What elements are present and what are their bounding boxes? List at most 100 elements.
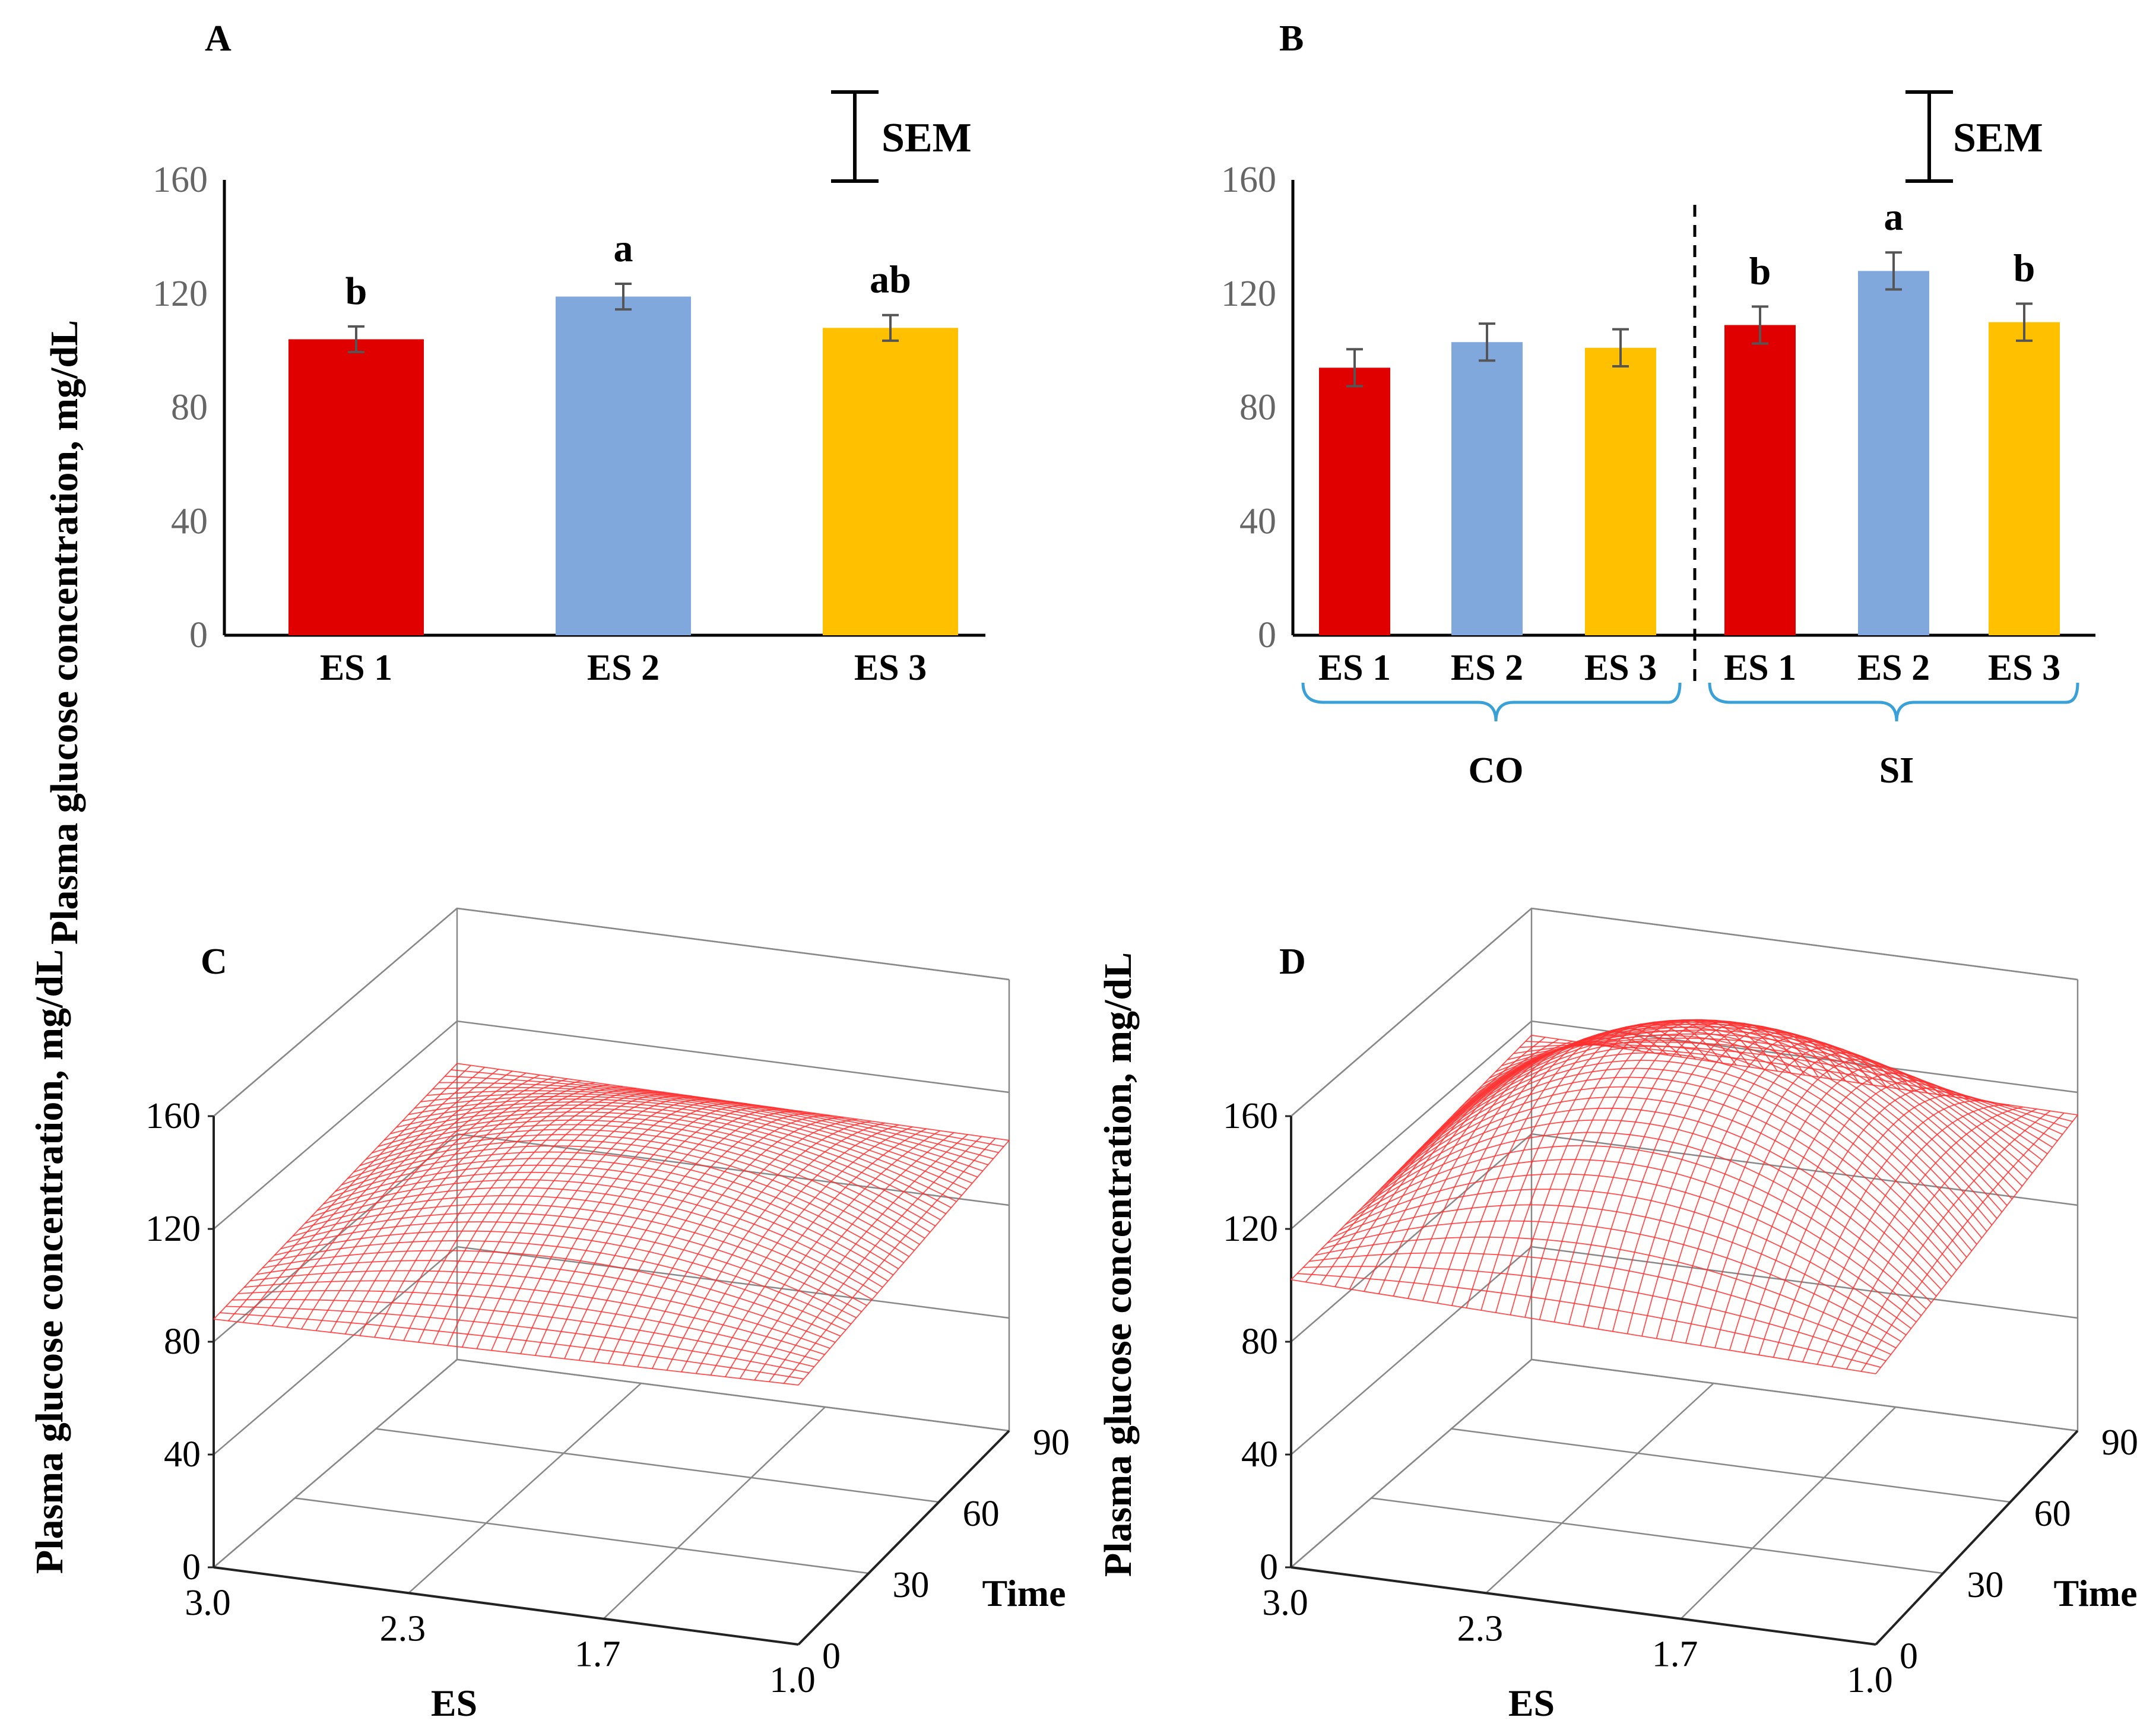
y-tick-label: 120 [1221,274,1276,314]
significance-label: b [1749,249,1771,293]
bar [1724,325,1796,635]
wall-grid-line [1291,907,2078,1117]
floor-grid-line [376,1428,939,1503]
surface-mesh-line [754,1134,968,1381]
error-bar [615,282,632,311]
floor-grid-line [603,1406,826,1620]
panel-a: A SEM 0 40 80 120 160 b a ab ES 1 ES 2 ES 3 [153,18,985,688]
surface-mesh-line [244,1280,825,1355]
surface-mesh-line [1846,1110,2051,1370]
wall-grid-line [1291,1358,2078,1568]
panel-b-label: B [1279,18,1304,59]
error-bar [1346,348,1363,388]
surface-mesh-line [1597,1025,1819,1329]
surface-mesh-line [1501,1033,2053,1148]
time-tick-label: 60 [963,1494,1000,1534]
surface-mesh-line [408,1098,968,1190]
error-bar [1752,305,1768,345]
es-tick-label: 1.7 [575,1634,621,1675]
surface-mesh-line [426,1090,983,1172]
surface-mesh-line [1364,1044,1600,1292]
surface-mesh-line [1816,1106,2024,1365]
panel-b: B SEM 0 40 80 120 160 b a b ES 1 ES 2 ES 3 ES 1 ES… [1221,18,2095,791]
surface-mesh-line [378,1115,941,1221]
significance-label: a [614,227,633,270]
category-label: ES 1 [320,648,392,688]
surface-mesh-line [1410,1045,1977,1245]
significance-label: a [1884,195,1904,239]
error-bar [1479,322,1495,362]
surface-mesh-line [299,1195,873,1300]
y-tick-label: 0 [189,615,208,655]
surface-mesh-line [637,1119,858,1367]
floor-grid-line [294,1497,869,1574]
category-label: ES 3 [854,648,927,688]
bar [1585,347,1656,635]
surface-mesh-line [456,1063,1010,1141]
es-tick-label: 2.3 [380,1608,426,1649]
y-tick-label: 120 [153,274,208,314]
time-axis-title: Time [2053,1572,2137,1614]
surface-mesh-line [1700,1059,1914,1346]
surface-mesh-line [1375,1097,1947,1284]
z-tick-label: 120 [1223,1209,1278,1249]
z-tick-label: 40 [164,1434,201,1475]
surface-mesh-line [1297,1273,1881,1368]
es-axis-title: ES [431,1682,477,1724]
z-tick-label: 40 [1241,1434,1278,1475]
es-tick-label: 3.0 [185,1583,231,1623]
surface-mesh-line [1641,1036,1860,1336]
surface-mesh-line [769,1136,982,1382]
surface-mesh-line [549,1106,775,1358]
surface-mesh-line [402,1101,962,1196]
panel-a-sem-label: SEM [882,115,972,161]
surface-mesh-line [710,1128,927,1376]
time-tick-label: 90 [1033,1422,1070,1463]
surface-mesh-line [353,1134,920,1245]
surface-mesh-line [439,1082,994,1159]
surface-mesh-line [564,1108,789,1359]
y-tick-label: 40 [171,501,208,541]
surface-mesh-line [359,1129,925,1239]
surface-mesh-line [341,1145,909,1257]
panel-b-brace-co [1301,682,1682,722]
surface-mesh-line [725,1130,941,1377]
surface-mesh-line [274,1230,852,1325]
surface-mesh-line [374,1084,609,1338]
category-label: ES 3 [1584,648,1657,688]
significance-label: b [345,270,367,313]
surface-mesh-line [414,1095,973,1184]
y-tick-label: 80 [171,388,208,428]
floor-grid-line [1451,1428,2011,1503]
bar [1319,367,1390,635]
time-tick-label: 90 [2101,1422,2138,1463]
time-tick-label: 30 [1967,1565,2003,1605]
time-axis [797,1430,1010,1646]
surface-mesh-line [390,1108,952,1208]
z-tick-label: 160 [145,1096,201,1136]
y-tick-label: 0 [1258,615,1276,655]
panel-b-sem-label: SEM [1953,115,2043,161]
surface-mesh-line [366,1124,931,1233]
surface-mesh-line [1626,1032,1846,1334]
z-tick-label: 0 [182,1547,201,1588]
y-axis-label-d: Plasma glucose concentration, mg/dL [1096,952,1140,1577]
y-tick-label: 160 [153,160,208,200]
surface-mesh-line [520,1102,747,1354]
surface-mesh-line [1875,1114,2078,1374]
panel-d-label: D [1279,942,1306,982]
panel-a-label: A [205,18,232,59]
surface-mesh-line [420,1093,978,1178]
bar [1858,271,1929,635]
z-tick-label: 80 [1241,1322,1278,1362]
time-axis-title: Time [982,1572,1066,1614]
category-label: ES 1 [1318,648,1391,688]
y-tick-label: 40 [1239,501,1276,541]
panel-b-group-si: SI [1879,750,1914,791]
surface-mesh-line [666,1122,886,1371]
y-tick-label: 80 [1239,388,1276,428]
surface-mesh-line [1773,1094,1983,1358]
es-tick-label: 1.0 [1847,1660,1893,1700]
category-label: ES 3 [1988,648,2060,688]
